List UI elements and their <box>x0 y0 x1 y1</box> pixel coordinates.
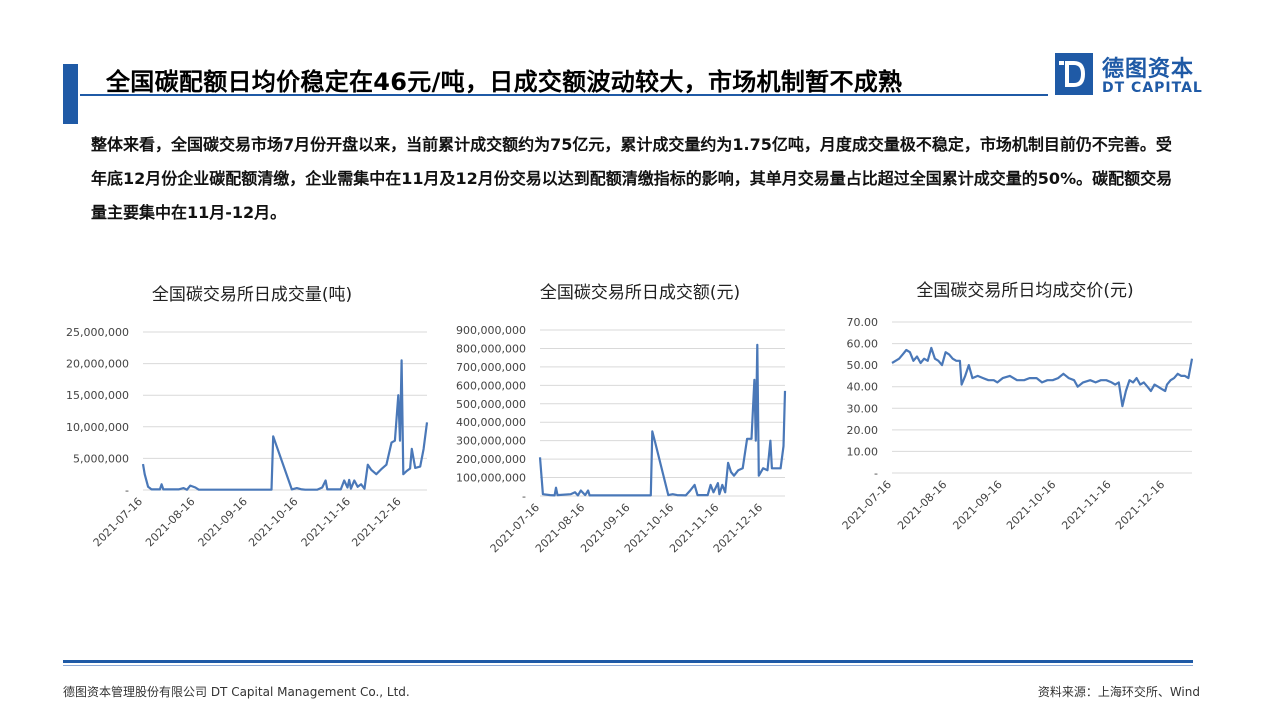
logo-name-cn: 德图资本 <box>1102 57 1195 82</box>
y-tick-label: 500,000,000 <box>456 398 526 411</box>
dt-logo-icon <box>1055 53 1093 95</box>
chart-daily-turnover: 全国碳交易所日成交额(元) - 100,000,000 200,000,000 300,… <box>440 270 835 570</box>
x-tick-label: 2021-10-16 <box>1004 478 1058 532</box>
footer-source: 资料来源：上海环交所、Wind <box>1037 685 1200 699</box>
y-tick-label: 200,000,000 <box>456 453 526 466</box>
chart-daily-volume: 全国碳交易所日成交量(吨) - 5,000,000 10,000,000 15,000,… <box>55 270 445 570</box>
chart-daily-turnover-svg: 全国碳交易所日成交额(元) - 100,000,000 200,000,000 300,… <box>456 283 787 555</box>
x-tick-label: 2021-11-16 <box>299 495 353 549</box>
y-tick-label: 70.00 <box>847 316 879 329</box>
y-tick-label: 800,000,000 <box>456 342 526 355</box>
y-tick-label: 20.00 <box>847 424 879 437</box>
y-tick-label: 50.00 <box>847 359 879 372</box>
x-tick-label: 2021-08-16 <box>895 478 949 532</box>
x-tick-label: 2021-08-16 <box>143 495 197 549</box>
series-line <box>891 346 1194 408</box>
logo-name-en: DT CAPITAL <box>1102 80 1203 96</box>
y-tick-label: - <box>125 484 129 497</box>
chart-daily-volume-svg: 全国碳交易所日成交量(吨) - 5,000,000 10,000,000 15,000,… <box>66 285 429 549</box>
y-tick-label: 100,000,000 <box>456 472 526 485</box>
series-line <box>538 343 787 497</box>
x-tick-label: 2021-11-16 <box>1059 478 1113 532</box>
series-line <box>141 359 429 491</box>
summary-paragraph: 整体来看，全国碳交易市场7月份开盘以来，当前累计成交额约为75亿元，累计成交量约… <box>91 135 1173 222</box>
chart-title: 全国碳交易所日成交量(吨) <box>152 285 352 305</box>
title-accent-bar <box>63 64 78 124</box>
y-tick-label: 30.00 <box>847 402 879 415</box>
chart-title: 全国碳交易所日均成交价(元) <box>916 281 1133 301</box>
y-tick-label: 20,000,000 <box>66 358 129 371</box>
y-tick-label: 10,000,000 <box>66 421 129 434</box>
footer-company: 德图资本管理股份有限公司 DT Capital Management Co., … <box>63 685 410 699</box>
y-tick-label: 5,000,000 <box>73 452 129 465</box>
x-tick-label: 2021-12-16 <box>1113 478 1167 532</box>
y-tick-label: - <box>522 490 526 503</box>
company-logo: 德图资本 DT CAPITAL <box>1055 51 1215 101</box>
y-tick-label: 600,000,000 <box>456 379 526 392</box>
y-tick-label: 900,000,000 <box>456 324 526 337</box>
x-tick-label: 2021-07-16 <box>840 478 894 532</box>
x-tick-label: 2021-07-16 <box>91 495 145 549</box>
x-tick-label: 2021-09-16 <box>196 495 250 549</box>
y-tick-label: 25,000,000 <box>66 326 129 339</box>
x-tick-label: 2021-09-16 <box>950 478 1004 532</box>
y-tick-label: 15,000,000 <box>66 389 129 402</box>
y-tick-label: 10.00 <box>847 445 879 458</box>
y-tick-label: 700,000,000 <box>456 361 526 374</box>
title-underline <box>80 94 1048 96</box>
y-tick-label: - <box>874 467 878 480</box>
y-tick-label: 60.00 <box>847 338 879 351</box>
y-tick-label: 40.00 <box>847 381 879 394</box>
x-tick-label: 2021-10-16 <box>246 495 300 549</box>
page-title: 全国碳配额日均价稳定在46元/吨，日成交额波动较大，市场机制暂不成熟 <box>106 68 903 96</box>
footer-rule <box>63 660 1193 663</box>
y-tick-label: 300,000,000 <box>456 435 526 448</box>
y-tick-label: 400,000,000 <box>456 416 526 429</box>
footer-rule-thin <box>63 665 1193 666</box>
x-tick-label: 2021-12-16 <box>349 495 403 549</box>
chart-title: 全国碳交易所日成交额(元) <box>540 283 740 303</box>
chart-daily-price: 全国碳交易所日均成交价(元) - 10.00 20.00 30.00 40.00 50.00… <box>830 270 1210 570</box>
chart-daily-price-svg: 全国碳交易所日均成交价(元) - 10.00 20.00 30.00 40.00 50.00… <box>840 281 1194 532</box>
